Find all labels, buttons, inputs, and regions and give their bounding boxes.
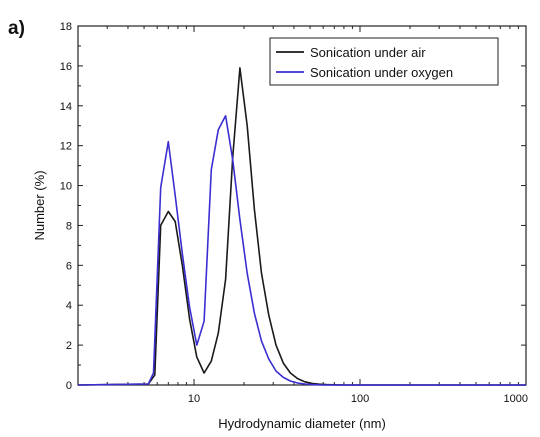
legend-label-1: Sonication under air xyxy=(310,45,426,60)
y-tick-label: 8 xyxy=(66,220,72,232)
y-axis: 0 2 4 6 8 10 12 14 16 18 xyxy=(60,21,526,392)
x-tick-label: 1000 xyxy=(504,393,528,405)
y-axis-label: Number (%) xyxy=(32,170,47,240)
series-line-1 xyxy=(77,67,526,386)
y-tick-label: 2 xyxy=(66,340,72,352)
plot-area: 0 2 4 6 8 10 12 14 16 18 10 100 1000 xyxy=(60,21,528,405)
legend: Sonication under air Sonication under oxy… xyxy=(269,37,499,86)
y-tick-label: 4 xyxy=(66,300,72,312)
x-axis: 10 100 1000 xyxy=(77,26,528,405)
x-tick-label: 10 xyxy=(188,393,200,405)
x-axis-label: Hydrodynamic diameter (nm) xyxy=(218,416,386,431)
y-tick-label: 14 xyxy=(60,101,72,113)
series-line-2 xyxy=(77,115,526,386)
x-tick-label: 100 xyxy=(351,393,369,405)
legend-label-2: Sonication under oxygen xyxy=(310,65,453,80)
series-lines xyxy=(77,67,526,386)
y-tick-label: 6 xyxy=(66,260,72,272)
y-tick-label: 0 xyxy=(66,380,72,392)
y-tick-label: 12 xyxy=(60,141,72,153)
y-tick-label: 18 xyxy=(60,21,72,33)
panel-label: a) xyxy=(8,18,25,39)
y-tick-label: 10 xyxy=(60,181,72,193)
legend-box xyxy=(269,37,499,86)
y-tick-label: 16 xyxy=(60,61,72,73)
